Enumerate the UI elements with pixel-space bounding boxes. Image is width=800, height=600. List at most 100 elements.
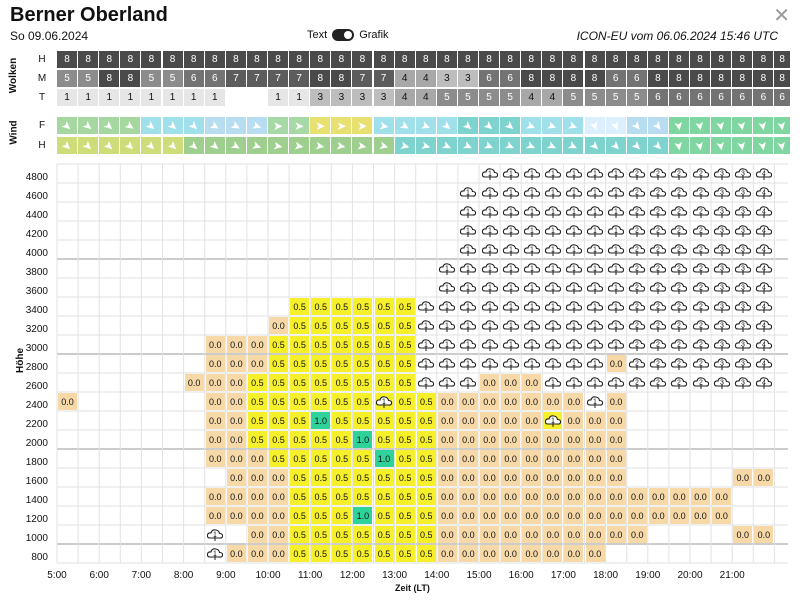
thermal-cloud-cell: 1 (543, 355, 562, 372)
thermal-value-cell: 0.0 (501, 507, 521, 524)
x-tick-label: 20:00 (677, 570, 703, 581)
toggle-knob (344, 31, 353, 39)
thermal-cloud-icon: 4 (755, 187, 772, 199)
wolken-cell: 8 (352, 51, 373, 68)
wind-cell: ➤ (479, 137, 500, 154)
thermal-value-cell: 0.0 (437, 545, 457, 562)
wind-cell: ➤ (753, 137, 774, 154)
svg-text:3: 3 (741, 209, 745, 216)
thermal-value-cell: 0.0 (754, 526, 774, 543)
thermal-value-cell: 0.5 (353, 450, 373, 467)
thermal-value-cell: 0.0 (606, 526, 626, 543)
thermal-value-cell: 0.0 (437, 412, 457, 429)
thermal-value-cell: 0.0 (269, 317, 289, 334)
thermal-cloud-cell: 2 (691, 355, 710, 372)
wolken-cell: 8 (78, 51, 99, 68)
svg-text:2: 2 (656, 228, 660, 235)
thermal-cloud-cell: 2 (628, 203, 647, 220)
thermal-cloud-cell: 1 (543, 298, 562, 315)
thermal-value-cell: 0.0 (480, 545, 500, 562)
thermal-value-cell: 0.5 (247, 412, 267, 429)
thermal-cloud-cell: 3 (733, 203, 752, 220)
wolken-cell: 6 (204, 70, 225, 87)
thermal-cloud-cell: 2 (628, 279, 647, 296)
wolken-cell: 8 (246, 51, 267, 68)
wind-arrow-icon: ➤ (336, 118, 347, 133)
thermal-value-cell: 0.0 (501, 488, 521, 505)
thermal-cloud-icon: 1 (439, 358, 456, 370)
thermal-cloud-icon: 1 (586, 282, 604, 294)
thermal-value-cell: 0.0 (205, 450, 225, 467)
close-icon[interactable]: ✕ (773, 5, 790, 27)
thermal-value-cell: 0.0 (543, 431, 563, 448)
thermal-value-cell: 1.0 (374, 450, 394, 467)
thermal-cloud-icon: 1 (502, 320, 519, 332)
thermal-cloud-icon: 1 (439, 320, 456, 332)
thermal-cloud-cell: 1 (501, 317, 520, 334)
svg-text:1: 1 (509, 361, 513, 368)
thermal-cloud-icon: 1 (544, 225, 561, 237)
svg-text:1: 1 (445, 380, 449, 387)
y-tick-label: 4800 (25, 172, 48, 183)
thermal-cloud-icon: 1 (207, 548, 224, 560)
wolken-cell: 8 (753, 70, 774, 87)
thermal-value-cell: 0.5 (353, 393, 373, 410)
svg-text:1: 1 (466, 361, 470, 368)
thermal-value-cell: 0.0 (205, 488, 225, 505)
thermal-cloud-cell: 1 (543, 165, 562, 182)
svg-text:1: 1 (466, 247, 470, 254)
wind-cell: ➤ (584, 117, 605, 134)
thermal-value-cell: 0.5 (269, 393, 289, 410)
thermal-value-cell: 0.0 (458, 469, 478, 486)
thermal-value-cell: 0.0 (733, 526, 753, 543)
wolken-cell: 8 (542, 51, 563, 68)
svg-text:3: 3 (741, 361, 745, 368)
svg-text:1: 1 (509, 285, 513, 292)
thermal-cloud-cell: 1 (543, 203, 562, 220)
wolken-cell: 8 (584, 70, 605, 87)
view-toggle[interactable]: Text Grafik (307, 29, 389, 41)
thermal-cloud-cell: 2 (628, 241, 647, 258)
svg-text:2: 2 (699, 228, 703, 235)
wolken-cell: 6 (183, 70, 204, 87)
wind-cell: ➤ (204, 117, 225, 134)
wolken-cell: 1 (183, 89, 204, 106)
svg-text:1: 1 (466, 380, 470, 387)
thermal-cloud-icon: 1 (439, 301, 456, 313)
thermal-cloud-icon: 2 (692, 282, 709, 294)
wind-arrow-icon: ➤ (294, 118, 305, 133)
wolken-row-label: T (38, 92, 46, 103)
thermal-cloud-cell: 2 (691, 203, 710, 220)
svg-text:1: 1 (572, 323, 576, 330)
thermal-value-cell: 0.0 (585, 545, 605, 562)
svg-text:1: 1 (509, 323, 513, 330)
thermal-cloud-cell: 1 (586, 184, 605, 201)
wolken-cell: 8 (331, 51, 352, 68)
toggle-switch[interactable] (332, 29, 355, 41)
svg-text:1: 1 (424, 361, 428, 368)
thermal-value-cell: 0.0 (437, 507, 457, 524)
thermal-cloud-icon: 1 (418, 377, 435, 389)
svg-text:2: 2 (635, 171, 639, 178)
svg-text:2: 2 (677, 285, 681, 292)
svg-text:2: 2 (677, 266, 681, 273)
wolken-cell: 5 (162, 70, 183, 87)
thermal-value-cell: 0.5 (311, 526, 331, 543)
svg-text:1: 1 (551, 323, 555, 330)
thermal-cloud-cell: 1 (459, 317, 478, 334)
wolken-cell: 8 (162, 51, 183, 68)
wolken-cell: 5 (57, 70, 78, 87)
thermal-cloud-icon: 1 (460, 187, 477, 199)
thermal-value-cell: 0.0 (543, 469, 563, 486)
wind-cell: ➤ (120, 137, 141, 154)
thermal-cloud-icon: 2 (671, 358, 688, 370)
svg-text:1: 1 (593, 190, 597, 197)
thermal-value-cell: 0.0 (205, 412, 225, 429)
wind-cell: ➤ (141, 137, 162, 154)
wolken-cell: 6 (753, 89, 774, 106)
svg-text:2: 2 (677, 361, 681, 368)
thermal-value-cell: 0.5 (416, 412, 436, 429)
svg-text:1: 1 (593, 380, 597, 387)
svg-text:2: 2 (656, 304, 660, 311)
thermal-value-cell: 0.0 (606, 355, 626, 372)
